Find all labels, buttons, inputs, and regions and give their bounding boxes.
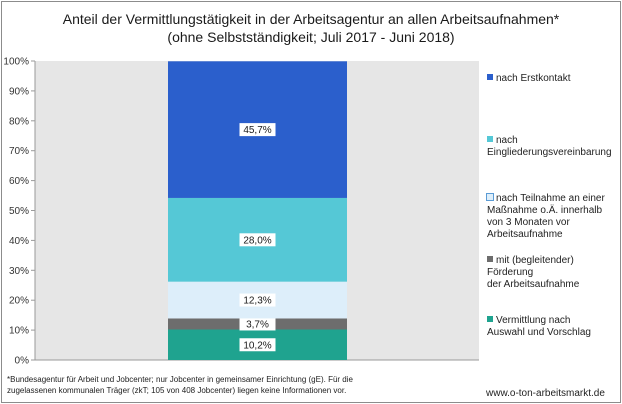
data-label: 3,7% (246, 319, 269, 330)
data-label-box (239, 317, 276, 331)
legend-text: nach (496, 135, 518, 146)
y-tick-label: 50% (9, 206, 29, 217)
legend-text: Vermittlung nach (496, 315, 571, 326)
legend-text: Eingliederungsvereinbarung (487, 147, 612, 158)
legend-text: der Arbeitsaufnahme (487, 279, 580, 290)
y-tick-label: 100% (3, 57, 29, 68)
legend-swatch (487, 316, 493, 322)
y-tick-label: 0% (15, 356, 30, 367)
legend-swatch (487, 136, 493, 142)
legend-item: Vermittlung nach Auswahl und Vorschlag (487, 315, 617, 339)
legend-text: nach Teilnahme an einer (496, 193, 605, 204)
y-tick-label: 20% (9, 296, 29, 307)
legend-text: von 3 Monaten vor (487, 217, 570, 228)
data-label-box (239, 123, 276, 137)
chart-subtitle: (ohne Selbstständigkeit; Juli 2017 - Jun… (167, 29, 455, 45)
legend-line: von 3 Monaten vor (487, 217, 617, 229)
legend-line: nach Erstkontakt (487, 73, 617, 85)
legend-line: Maßnahme o.Ä. innerhalb (487, 205, 617, 217)
legend-text: Arbeitsaufnahme (487, 229, 563, 240)
legend-line: Arbeitsaufnahme (487, 229, 617, 241)
legend-line: nach Teilnahme an einer (486, 193, 617, 205)
legend-line: Eingliederungsvereinbarung (487, 147, 617, 159)
y-tick-label: 30% (9, 266, 29, 277)
data-label: 12,3% (243, 296, 271, 307)
footnote-line-1: *Bundesagentur für Arbeit und Jobcenter;… (7, 375, 353, 384)
footnote: *Bundesagentur für Arbeit und Jobcenter;… (7, 374, 407, 396)
legend-line: Auswahl und Vorschlag (487, 327, 617, 339)
legend-item: nach Erstkontakt (487, 73, 617, 85)
footnote-line-2: zugelassenen kommunalen Träger (zkT; 105… (7, 386, 347, 395)
source-url: www.o-ton-arbeitsmarkt.de (486, 388, 605, 399)
legend-swatch (487, 256, 493, 262)
legend-item: nach Teilnahme an einer Maßnahme o.Ä. inn… (486, 193, 617, 241)
data-label-box (239, 338, 276, 352)
legend-swatch (486, 193, 494, 201)
y-tick-label: 60% (9, 176, 29, 187)
legend-text: nach Erstkontakt (496, 73, 571, 84)
legend-line: Vermittlung nach (487, 315, 617, 327)
data-label: 45,7% (243, 125, 271, 136)
legend-line: der Arbeitsaufnahme (487, 279, 617, 291)
legend-text: Maßnahme o.Ä. innerhalb (487, 205, 603, 216)
legend-item: nach Eingliederungsvereinbarung (487, 135, 617, 159)
data-label: 10,2% (243, 340, 271, 351)
data-label-box (239, 233, 276, 247)
legend-line: mit (begleitender) Förderung (487, 255, 617, 279)
legend-line: nach (487, 135, 617, 147)
y-tick-label: 70% (9, 146, 29, 157)
legend-text: Auswahl und Vorschlag (487, 327, 591, 338)
chart-title: Anteil der Vermittlungstätigkeit in der … (62, 11, 560, 27)
y-tick-label: 10% (9, 326, 29, 337)
data-label-box (239, 293, 276, 307)
legend-text: mit (begleitender) Förderung (487, 255, 574, 278)
y-tick-label: 40% (9, 236, 29, 247)
y-tick-label: 90% (9, 86, 29, 97)
y-tick-label: 80% (9, 116, 29, 127)
data-label: 28,0% (243, 235, 271, 246)
legend-swatch (487, 74, 493, 80)
legend-item: mit (begleitender) Förderung der Arbeitsa… (487, 255, 617, 291)
